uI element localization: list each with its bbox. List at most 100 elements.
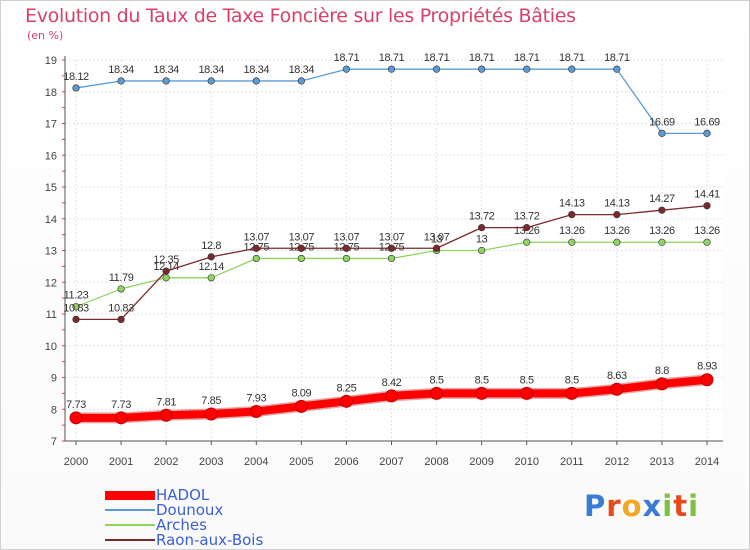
point-arches	[117, 285, 125, 293]
data-label-raon-aux-bois: 12.8	[201, 240, 221, 252]
y-tick-label: 7	[51, 436, 57, 448]
point-dounoux	[613, 65, 621, 73]
legend-label-dounoux: Dounoux	[156, 500, 224, 519]
x-tick-label: 2013	[650, 456, 674, 468]
y-tick-label: 18	[45, 87, 57, 99]
x-tick-label: 2006	[334, 456, 358, 468]
y-tick-label: 15	[45, 182, 57, 194]
point-arches	[568, 238, 576, 246]
point-arches	[658, 238, 666, 246]
legend-item-arches: Arches	[105, 517, 207, 533]
data-label-dounoux: 18.34	[153, 64, 179, 76]
data-label-raon-aux-bois: 10.83	[63, 302, 89, 314]
point-hadol	[565, 386, 579, 400]
point-hadol	[114, 411, 128, 425]
legend-item-dounoux: Dounoux	[105, 502, 223, 518]
logo-letter: x	[642, 489, 663, 523]
chart-title: Evolution du Taux de Taxe Foncière sur l…	[25, 5, 576, 27]
data-label-hadol: 7.81	[156, 396, 176, 408]
logo-letter: i	[662, 489, 674, 523]
data-label-arches: 13.26	[649, 225, 675, 237]
point-raon-aux-bois	[387, 244, 396, 252]
legend-swatch-dounoux	[105, 509, 155, 511]
data-label-dounoux: 18.12	[63, 71, 89, 83]
data-label-raon-aux-bois: 13.07	[424, 231, 450, 243]
point-raon-aux-bois	[117, 315, 125, 323]
x-tick-label: 2014	[695, 456, 719, 468]
point-arches	[523, 238, 531, 246]
data-label-raon-aux-bois: 13.07	[379, 231, 405, 243]
data-label-dounoux: 18.71	[469, 52, 495, 64]
data-label-hadol: 8.25	[337, 382, 357, 394]
data-label-hadol: 8.8	[655, 365, 669, 377]
point-hadol	[700, 373, 714, 387]
y-tick-label: 13	[45, 246, 57, 258]
data-label-hadol: 8.63	[607, 370, 627, 382]
data-label-hadol: 7.73	[111, 399, 131, 411]
point-raon-aux-bois	[568, 211, 576, 219]
x-tick-label: 2001	[109, 456, 133, 468]
point-raon-aux-bois	[342, 244, 351, 252]
point-dounoux	[478, 65, 486, 73]
y-tick-label: 17	[45, 119, 57, 131]
point-hadol	[610, 382, 624, 396]
point-dounoux	[72, 84, 80, 92]
logo-letter: r	[606, 489, 622, 523]
data-label-arches: 12.14	[153, 261, 179, 273]
x-tick-label: 2010	[514, 456, 538, 468]
point-raon-aux-bois	[658, 206, 666, 214]
x-tick-label: 2009	[469, 456, 493, 468]
y-tick-label: 11	[46, 309, 57, 321]
point-arches	[478, 246, 486, 255]
data-label-raon-aux-bois: 13.72	[469, 211, 495, 223]
data-label-dounoux: 18.34	[244, 64, 270, 76]
point-hadol	[69, 411, 83, 425]
data-label-dounoux: 16.69	[694, 116, 720, 128]
point-hadol	[204, 407, 218, 421]
data-label-hadol: 7.93	[246, 392, 266, 404]
point-raon-aux-bois	[432, 244, 441, 252]
point-arches	[342, 254, 351, 263]
legend-item-raon-aux-bois: Raon-aux-Bois	[105, 532, 263, 548]
legend-label-arches: Arches	[156, 515, 207, 534]
data-label-arches: 13.26	[559, 225, 585, 237]
legend-swatch-arches	[105, 524, 155, 526]
x-tick-label: 2002	[154, 456, 178, 468]
legend-label-raon-aux-bois: Raon-aux-Bois	[156, 530, 264, 549]
data-label-hadol: 8.5	[430, 374, 444, 386]
data-label-dounoux: 18.71	[604, 52, 630, 64]
y-tick-label: 9	[51, 373, 57, 385]
x-tick-label: 2011	[560, 456, 584, 468]
data-label-hadol: 7.73	[66, 399, 86, 411]
point-hadol	[430, 386, 444, 400]
point-hadol	[159, 408, 173, 422]
y-tick-label: 8	[51, 404, 57, 416]
data-label-arches: 12.14	[198, 261, 224, 273]
point-hadol	[385, 389, 398, 403]
x-tick-label: 2008	[424, 456, 448, 468]
legend-label-hadol: HADOL	[156, 485, 210, 504]
point-hadol	[655, 377, 669, 391]
point-raon-aux-bois	[252, 244, 260, 252]
legend-swatch-hadol	[105, 490, 155, 500]
unit-label: (en %)	[27, 29, 64, 42]
point-hadol	[475, 386, 489, 400]
x-tick-label: 2005	[289, 456, 313, 468]
point-dounoux	[387, 65, 396, 73]
point-dounoux	[252, 77, 260, 85]
point-dounoux	[658, 129, 666, 137]
data-label-hadol: 8.93	[697, 361, 717, 373]
logo-letter: i	[688, 489, 700, 523]
logo-letter: t	[673, 489, 689, 523]
point-dounoux	[207, 77, 215, 85]
point-arches	[297, 254, 305, 263]
y-tick-label: 19	[45, 55, 57, 67]
point-raon-aux-bois	[207, 253, 215, 261]
x-tick-label: 2004	[244, 456, 268, 468]
point-dounoux	[703, 129, 711, 137]
data-label-raon-aux-bois: 14.13	[604, 198, 630, 210]
logo-letter: P	[584, 489, 607, 523]
data-label-raon-aux-bois: 13.07	[289, 231, 315, 243]
point-dounoux	[162, 77, 170, 85]
